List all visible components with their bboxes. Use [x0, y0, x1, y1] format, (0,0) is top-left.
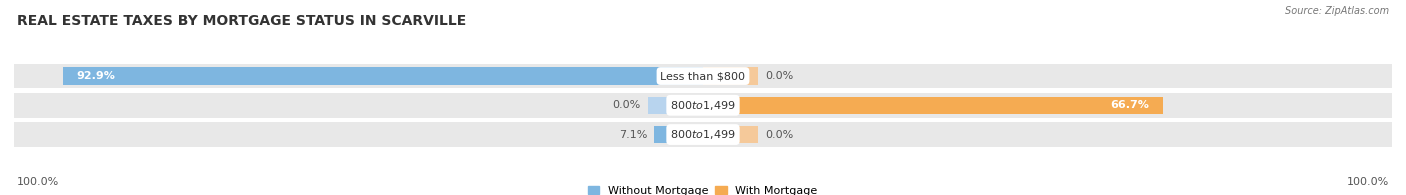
Bar [703, 67, 758, 85]
Text: 100.0%: 100.0% [17, 177, 59, 187]
Bar [14, 64, 1392, 89]
Legend: Without Mortgage, With Mortgage: Without Mortgage, With Mortgage [588, 186, 818, 195]
Bar [703, 97, 1163, 114]
Text: 100.0%: 100.0% [1347, 177, 1389, 187]
Text: Less than $800: Less than $800 [661, 71, 745, 81]
Text: 0.0%: 0.0% [765, 71, 793, 81]
Text: 92.9%: 92.9% [77, 71, 115, 81]
Text: 66.7%: 66.7% [1109, 100, 1149, 110]
Text: REAL ESTATE TAXES BY MORTGAGE STATUS IN SCARVILLE: REAL ESTATE TAXES BY MORTGAGE STATUS IN … [17, 14, 467, 28]
Bar [14, 122, 1392, 147]
Bar [14, 93, 1392, 118]
Bar [654, 126, 703, 143]
Text: $800 to $1,499: $800 to $1,499 [671, 99, 735, 112]
Bar [648, 97, 703, 114]
Text: 7.1%: 7.1% [619, 129, 647, 140]
Bar [63, 67, 703, 85]
Text: $800 to $1,499: $800 to $1,499 [671, 128, 735, 141]
Bar [703, 126, 758, 143]
Text: 0.0%: 0.0% [613, 100, 641, 110]
Text: Source: ZipAtlas.com: Source: ZipAtlas.com [1285, 6, 1389, 16]
Text: 0.0%: 0.0% [765, 129, 793, 140]
